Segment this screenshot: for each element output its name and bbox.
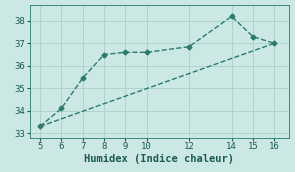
- X-axis label: Humidex (Indice chaleur): Humidex (Indice chaleur): [84, 154, 234, 164]
